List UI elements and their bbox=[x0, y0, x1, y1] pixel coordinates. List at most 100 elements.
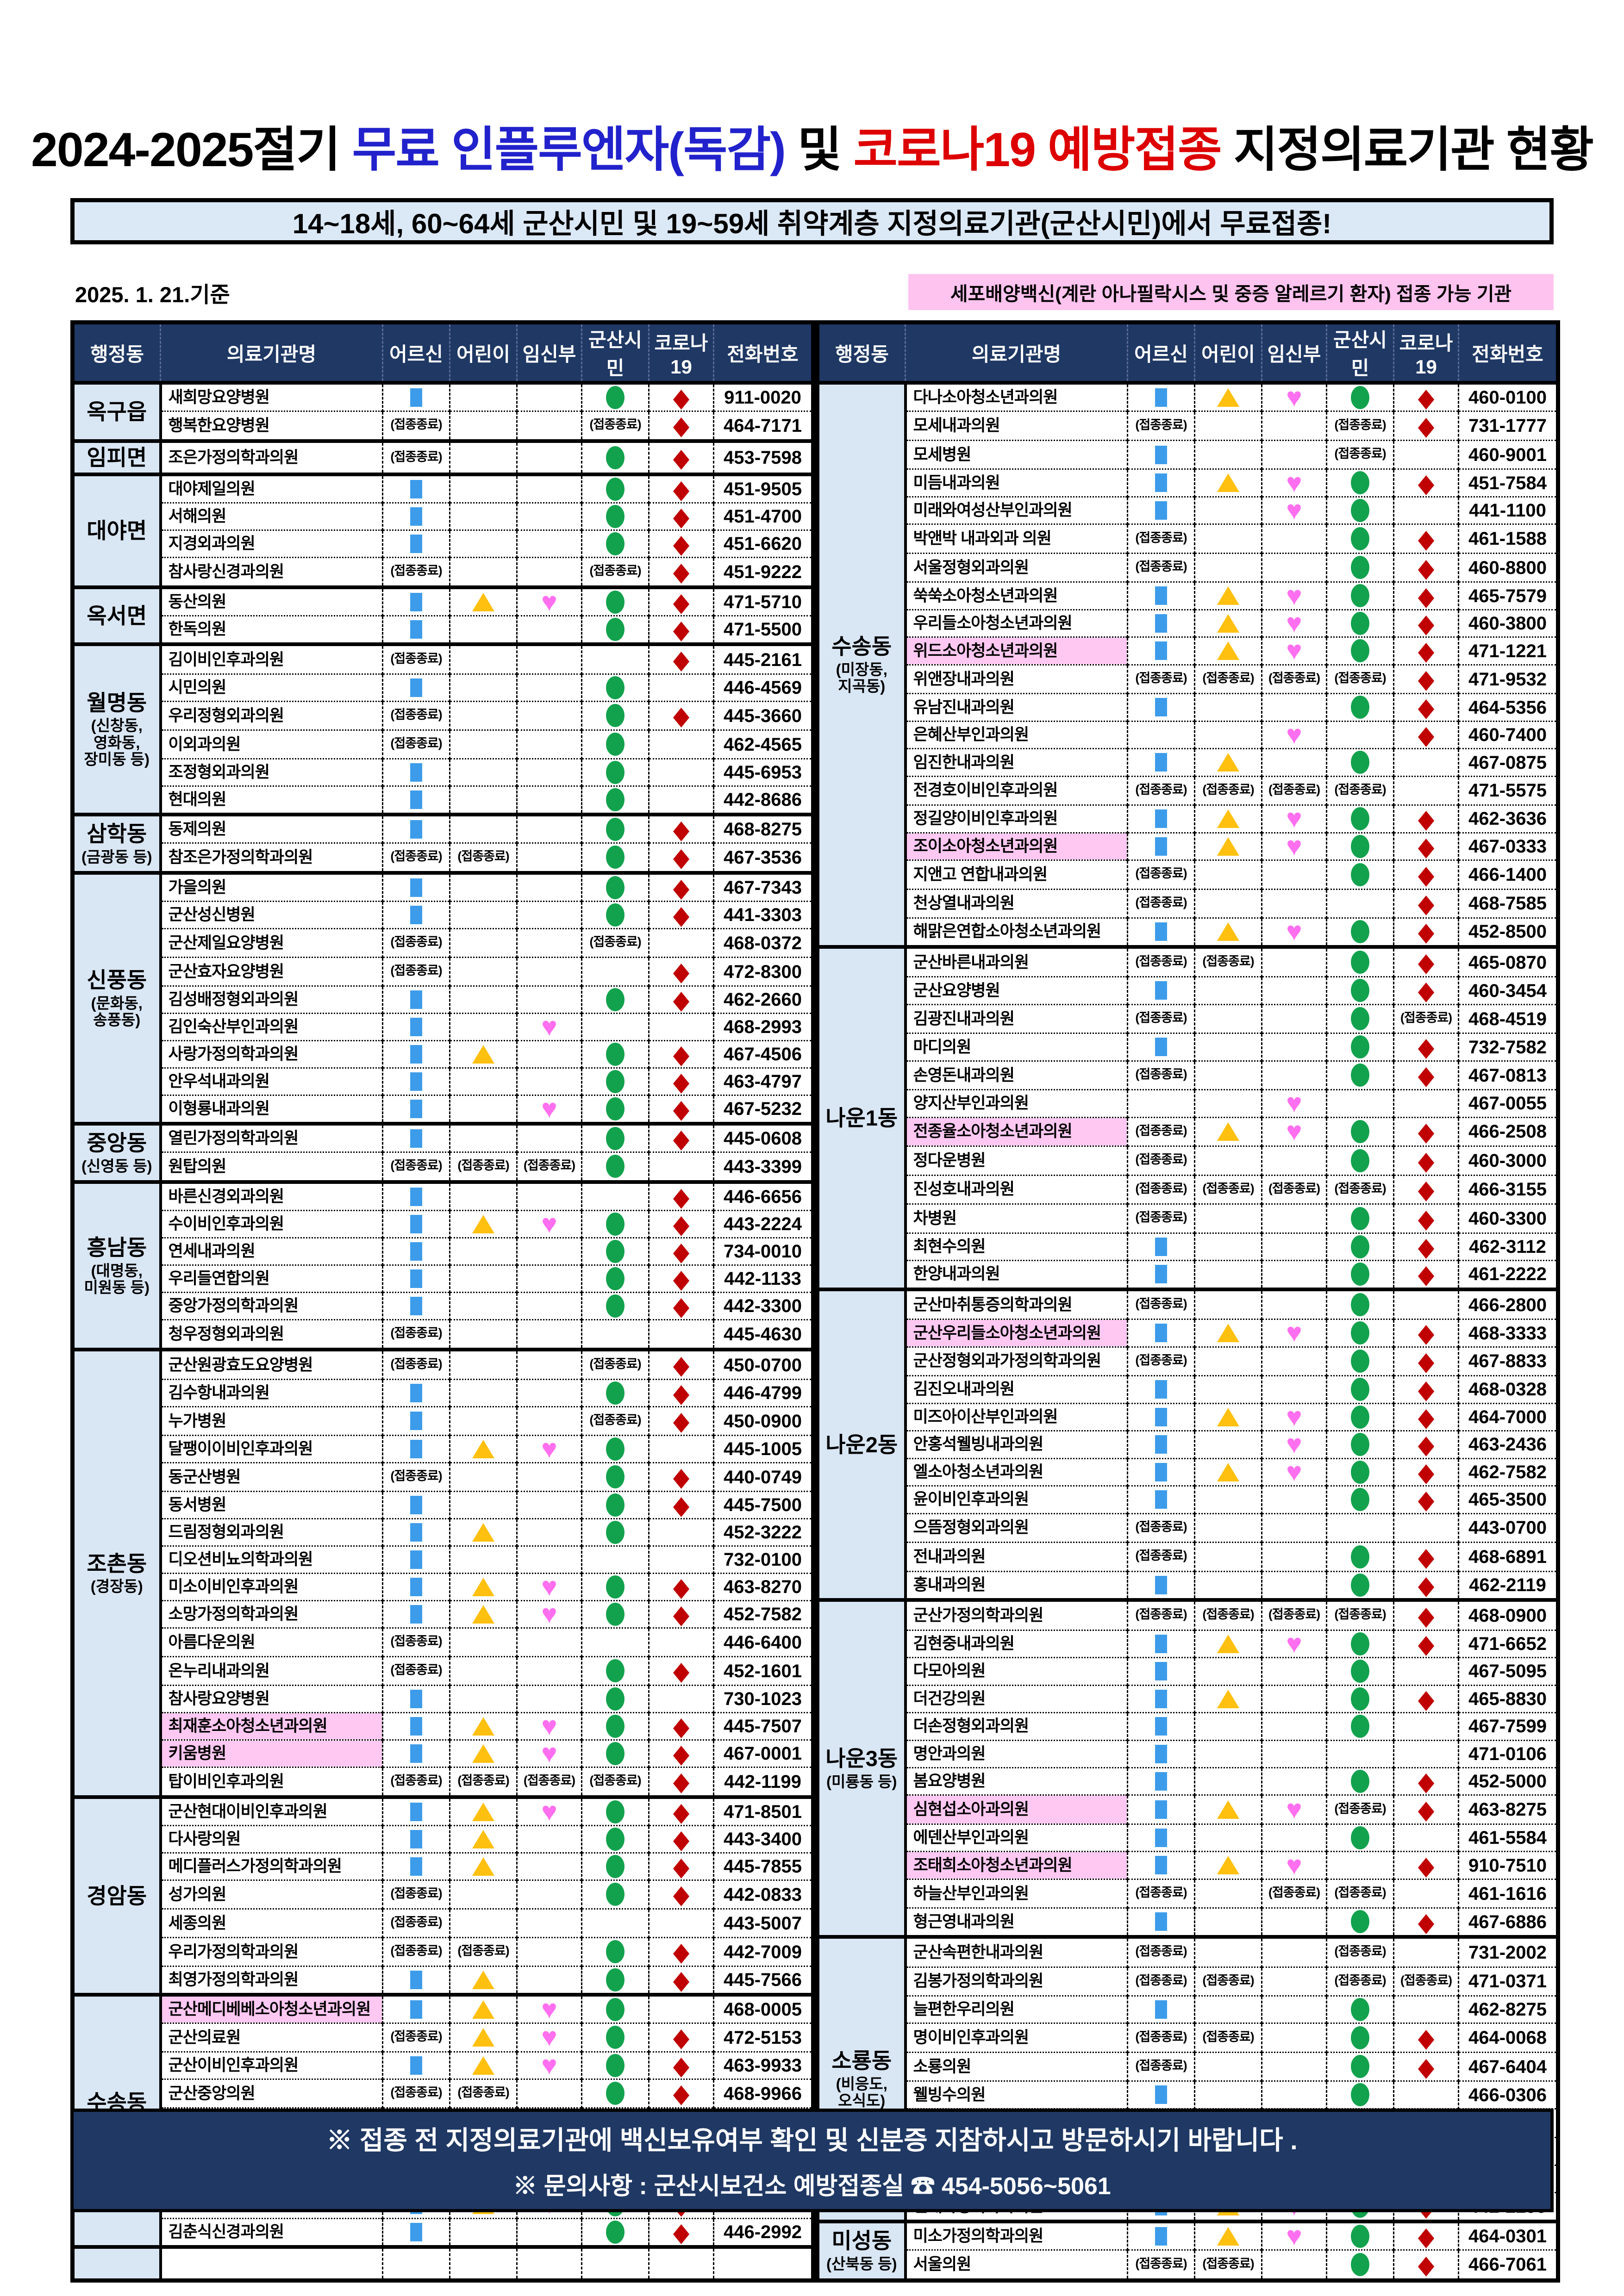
phone-number: 468-0328 bbox=[1458, 1375, 1558, 1404]
citizen-circle-icon bbox=[606, 1381, 625, 1405]
elderly-square-icon bbox=[1155, 981, 1167, 1000]
ended-label: (접종종료) bbox=[1135, 782, 1187, 796]
mark-cell bbox=[1127, 748, 1195, 777]
ended-label: (접종종료) bbox=[1135, 560, 1187, 574]
child-triangle-icon bbox=[1217, 388, 1239, 407]
table-row: 경암동 군산현대이비인후과의원 ♥ ◆ 471-8501 bbox=[71, 1796, 813, 1996]
phone-number: 467-7599 bbox=[1458, 1712, 1558, 1741]
institution-name: 누가병원 bbox=[159, 1406, 383, 1436]
table-row: 시민의원 446-4569 bbox=[73, 673, 813, 702]
mark-cell: (접종종료) bbox=[382, 2022, 450, 2052]
citizen-circle-icon bbox=[606, 846, 625, 869]
institution-name: 연세내과의원 bbox=[159, 1237, 383, 1265]
mark-cell bbox=[648, 673, 714, 702]
mark-cell bbox=[449, 1181, 517, 1211]
mark-cell bbox=[449, 1406, 517, 1436]
district-sub: (비응도, 오식도) bbox=[836, 2075, 887, 2109]
covid-diamond-icon: ◆ bbox=[673, 616, 690, 644]
institution-name: 군산속편한내과의원 bbox=[904, 1936, 1128, 1967]
table-row: 삼학동 (금광동 등) 동제의원 ◆ 468-8275 bbox=[71, 813, 813, 874]
covid-diamond-icon: ◆ bbox=[673, 1767, 690, 1796]
table-row: 김진오내과의원 ◆ 468-0328 bbox=[818, 1375, 1558, 1404]
mark-cell: (접종종료) bbox=[1261, 1878, 1327, 1908]
covid-diamond-icon: ◆ bbox=[1418, 1431, 1435, 1459]
mark-cell bbox=[382, 1491, 450, 1519]
covid-diamond-icon: ◆ bbox=[1418, 610, 1435, 637]
mark-cell: ♥ bbox=[516, 586, 582, 616]
child-triangle-icon bbox=[1217, 837, 1239, 856]
table-row: 안홍석웰빙내과의원 ♥ ◆ 463-2436 bbox=[818, 1430, 1558, 1459]
mark-cell bbox=[1326, 1060, 1394, 1090]
covid-diamond-icon: ◆ bbox=[673, 503, 690, 530]
mark-cell bbox=[516, 502, 582, 530]
mark-cell bbox=[1261, 1542, 1327, 1572]
mark-cell bbox=[581, 1600, 649, 1628]
citizen-circle-icon bbox=[1351, 1235, 1369, 1258]
phone-number: 467-0001 bbox=[713, 1739, 813, 1767]
table-row: 중앙가정의학과의원 ◆ 442-3300 bbox=[73, 1292, 813, 1320]
mark-cell bbox=[1261, 1203, 1327, 1233]
mark-cell bbox=[1261, 1570, 1327, 1600]
mark-cell bbox=[1127, 439, 1195, 469]
institution-name: 전경호이비인후과의원 bbox=[904, 775, 1128, 805]
mark-cell: ◆ bbox=[648, 1739, 714, 1767]
mark-cell: ◆ bbox=[648, 1349, 714, 1380]
mark-cell bbox=[1326, 1346, 1394, 1376]
mark-cell bbox=[1127, 917, 1195, 947]
table-row: 모세병원 (접종종료) 460-9001 bbox=[818, 439, 1558, 469]
ended-label: (접종종료) bbox=[390, 1469, 442, 1483]
ended-label: (접종종료) bbox=[390, 652, 442, 666]
mark-cell: (접종종료) bbox=[449, 2078, 517, 2108]
institution-name: 서해의원 bbox=[159, 502, 383, 530]
mark-cell bbox=[1261, 1936, 1327, 1967]
mark-cell bbox=[1261, 1512, 1327, 1543]
phone-number: 442-0833 bbox=[713, 1879, 813, 1909]
institution-name: 조태희소아청소년과의원 bbox=[904, 1851, 1128, 1879]
mark-cell bbox=[1393, 1878, 1459, 1908]
column-header: 임신부 bbox=[1261, 322, 1327, 383]
covid-diamond-icon: ◆ bbox=[673, 1210, 690, 1238]
mark-cell bbox=[516, 1656, 582, 1686]
table-row: 웰빙수의원 466-0306 bbox=[818, 2080, 1558, 2109]
table-row: 전내과의원 (접종종료) ◆ 468-6891 bbox=[818, 1542, 1558, 1572]
citizen-circle-icon bbox=[1351, 1715, 1369, 1738]
ended-label: (접종종료) bbox=[1334, 417, 1386, 432]
institution-name: 탑이비인후과의원 bbox=[159, 1767, 383, 1797]
mark-cell bbox=[1194, 382, 1262, 411]
table-row: 늘편한우리의원 462-8275 bbox=[818, 1995, 1558, 2023]
mark-cell bbox=[1194, 468, 1262, 497]
elderly-square-icon bbox=[410, 1829, 422, 1848]
institution-name: 최재훈소아청소년과의원 bbox=[159, 1712, 383, 1740]
phone-number: 463-2436 bbox=[1458, 1430, 1558, 1459]
mark-cell bbox=[1194, 1060, 1262, 1090]
mark-cell bbox=[449, 1545, 517, 1574]
mark-cell bbox=[516, 2218, 582, 2247]
mark-cell: ◆ bbox=[1393, 2022, 1459, 2053]
citizen-circle-icon bbox=[606, 1042, 625, 1066]
mark-cell: ◆ bbox=[1393, 1767, 1459, 1795]
mark-cell: ◆ bbox=[1393, 1145, 1459, 1176]
district-cell: 미성동 (산북동 등) bbox=[816, 2220, 907, 2282]
mark-cell bbox=[382, 758, 450, 786]
covid-diamond-icon: ◆ bbox=[673, 2079, 690, 2108]
mark-cell: (접종종료) bbox=[1194, 775, 1262, 805]
mark-cell: ◆ bbox=[648, 502, 714, 530]
covid-diamond-icon: ◆ bbox=[673, 587, 690, 616]
elderly-square-icon bbox=[410, 1857, 422, 1876]
mark-cell bbox=[1261, 859, 1327, 890]
mark-cell: (접종종료) bbox=[581, 1406, 649, 1436]
district-name: 월명동 bbox=[87, 690, 147, 715]
mark-cell: ◆ bbox=[1393, 636, 1459, 665]
mark-cell bbox=[581, 2078, 649, 2108]
child-triangle-icon bbox=[1217, 614, 1239, 633]
mark-cell bbox=[1127, 1657, 1195, 1686]
district-name: 경암동 bbox=[87, 1883, 147, 1908]
institution-name: 더건강의원 bbox=[904, 1684, 1128, 1713]
mark-cell bbox=[581, 1825, 649, 1853]
mark-cell bbox=[1326, 1003, 1394, 1033]
institution-name: 군산이비인후과의원 bbox=[159, 2051, 383, 2079]
elderly-square-icon bbox=[410, 763, 422, 782]
table-row: 서해의원 ◆ 451-4700 bbox=[73, 502, 813, 530]
institution-name: 형근영내과의원 bbox=[904, 1907, 1128, 1937]
phone-number: 467-5095 bbox=[1458, 1657, 1558, 1686]
